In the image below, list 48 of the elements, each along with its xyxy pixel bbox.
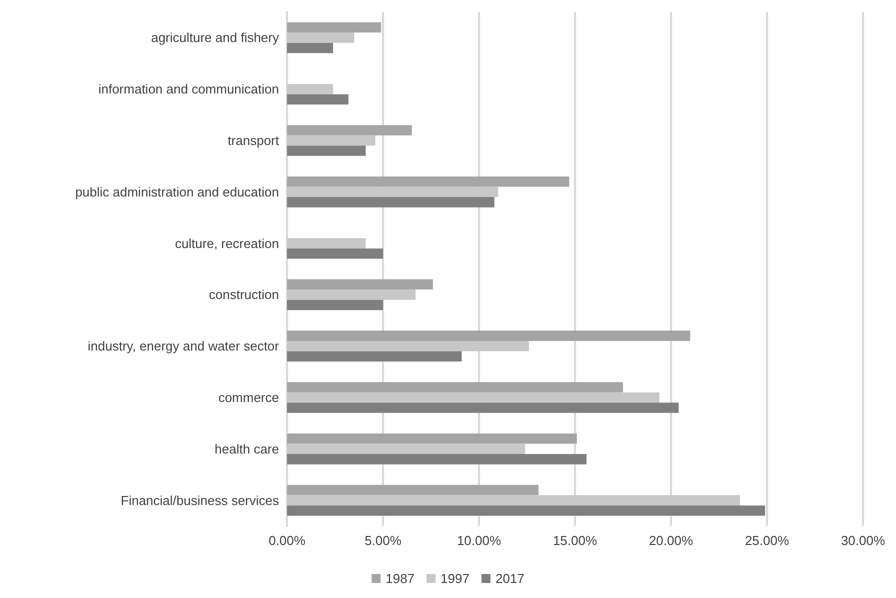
y-tick-label: industry, energy and water sector <box>88 338 280 354</box>
legend-label: 1997 <box>440 571 470 586</box>
bar <box>287 290 416 300</box>
bar <box>287 433 577 444</box>
bar <box>287 248 383 259</box>
bar <box>287 444 526 454</box>
x-tick-label: 30.00% <box>840 533 886 548</box>
bar <box>287 42 334 54</box>
legend-label: 2017 <box>495 571 524 586</box>
bar <box>287 382 623 392</box>
bar <box>287 279 433 290</box>
bar <box>287 186 498 198</box>
y-tick-label: agriculture and fishery <box>151 30 280 46</box>
bar <box>287 94 348 105</box>
bar <box>287 135 376 146</box>
bar <box>287 351 462 362</box>
y-tick-label: information and communication <box>98 82 279 97</box>
y-tick-label: construction <box>208 287 279 302</box>
bar <box>287 125 412 136</box>
bar <box>287 505 766 516</box>
legend-label: 1987 <box>386 571 415 586</box>
bar <box>287 197 494 208</box>
bar <box>287 32 354 43</box>
bar <box>287 300 383 310</box>
y-tick-label: culture, recreation <box>174 236 279 251</box>
bar <box>287 238 366 248</box>
y-tick-label: public administration and education <box>75 184 279 200</box>
x-tick-label: 0.00% <box>268 533 306 548</box>
y-tick-label: Financial/business services <box>120 492 280 508</box>
bar <box>287 22 382 33</box>
bar <box>287 146 366 156</box>
x-tick-label: 15.00% <box>552 533 598 548</box>
bar <box>287 176 570 187</box>
bar <box>287 340 529 352</box>
bar <box>287 484 539 496</box>
bar <box>287 330 690 341</box>
bar <box>287 402 679 413</box>
bar <box>287 454 587 464</box>
x-tick-label: 25.00% <box>744 533 790 548</box>
x-tick-label: 20.00% <box>648 533 694 548</box>
y-tick-label: transport <box>228 133 280 148</box>
y-tick-label: health care <box>214 441 279 456</box>
y-tick-label: commerce <box>218 390 279 405</box>
bar <box>287 495 740 506</box>
x-tick-label: 10.00% <box>456 533 502 548</box>
bar <box>287 84 334 94</box>
x-tick-label: 5.00% <box>364 533 402 548</box>
bar <box>287 392 660 403</box>
